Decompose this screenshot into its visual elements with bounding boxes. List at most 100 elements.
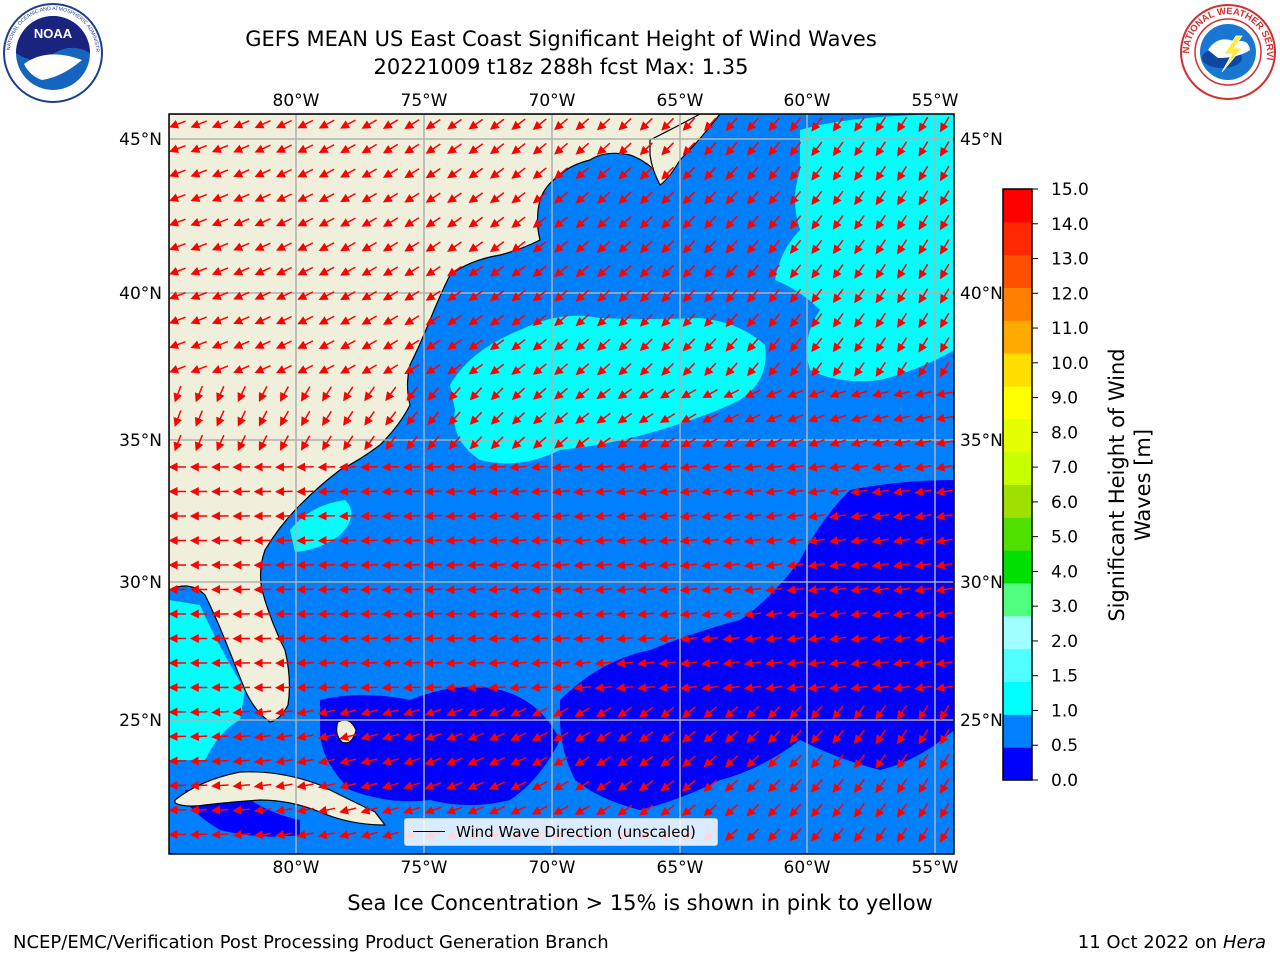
- wind-wave-arrow: [789, 754, 802, 769]
- wind-wave-arrow: [553, 707, 569, 717]
- wind-wave-arrow: [768, 166, 781, 181]
- wind-wave-arrow: [764, 683, 783, 693]
- wind-wave-arrow: [322, 435, 332, 451]
- wind-wave-arrow: [914, 658, 932, 668]
- lon-tick-bottom: 60°W: [784, 858, 831, 878]
- wind-wave-arrow: [914, 487, 932, 497]
- lat-tick-left: 30°N: [119, 573, 162, 593]
- wind-wave-arrow: [594, 634, 613, 644]
- wind-wave-arrow: [317, 830, 336, 840]
- wind-wave-arrow: [704, 338, 717, 352]
- wind-wave-arrow: [573, 560, 591, 570]
- wind-wave-arrow: [786, 634, 804, 644]
- lon-tick-bottom: 75°W: [401, 858, 448, 878]
- wind-wave-arrow: [318, 217, 335, 227]
- wind-wave-arrow: [828, 658, 847, 668]
- wind-wave-arrow: [807, 536, 826, 546]
- wind-wave-arrow: [532, 118, 547, 130]
- wind-wave-arrow: [871, 462, 889, 472]
- wind-wave-arrow: [254, 193, 271, 202]
- wind-wave-arrow: [511, 290, 526, 302]
- wind-wave-arrow: [789, 141, 802, 156]
- wind-wave-arrow: [724, 754, 739, 768]
- wind-wave-arrow: [875, 803, 887, 818]
- wind-wave-arrow: [660, 730, 675, 743]
- wind-wave-arrow: [892, 609, 911, 619]
- wind-wave-arrow: [810, 754, 823, 769]
- colorbar: 15.0 14.0 13.0 12.0 11.0 10.0 9.0 8.0 7.0 6.0 5.0 4…: [1002, 180, 1089, 791]
- wind-wave-arrow: [892, 389, 911, 398]
- wind-wave-arrow: [832, 803, 844, 818]
- wind-wave-arrow: [424, 683, 442, 693]
- wind-wave-arrow: [553, 780, 569, 791]
- wind-wave-arrow: [445, 683, 463, 693]
- wind-wave-arrow: [914, 511, 932, 521]
- wind-wave-arrow: [875, 827, 887, 843]
- wind-wave-arrow: [551, 462, 570, 472]
- colorbar-tick-label: 14.0: [1051, 215, 1089, 235]
- wind-wave-arrow: [702, 413, 718, 423]
- wind-wave-arrow: [532, 314, 547, 326]
- wind-wave-arrow: [360, 585, 378, 595]
- wind-wave-arrow: [594, 536, 613, 546]
- wind-wave-arrow: [530, 511, 549, 521]
- wind-wave-arrow: [427, 411, 440, 426]
- wind-wave-arrow: [339, 830, 357, 839]
- sea-ice-footnote: Sea Ice Concentration > 15% is shown in …: [347, 891, 933, 915]
- wind-wave-arrow: [637, 683, 655, 693]
- lat-tick-right: 45°N: [960, 130, 1003, 150]
- wind-wave-arrow: [594, 585, 613, 595]
- wind-wave-arrow: [807, 683, 826, 693]
- wind-wave-arrow: [297, 168, 314, 178]
- wind-wave-arrow: [232, 830, 250, 840]
- wind-wave-arrow: [275, 168, 293, 178]
- wind-wave-arrow: [338, 462, 357, 472]
- wind-wave-arrow: [317, 462, 336, 472]
- wind-wave-arrow: [360, 536, 378, 546]
- wind-wave-arrow: [424, 781, 442, 790]
- noaa-logo: NOAA NATIONAL OCEANIC AND ATMOSPHERIC AD…: [2, 2, 103, 103]
- wind-wave-arrow: [554, 363, 569, 376]
- wind-wave-arrow: [466, 609, 485, 619]
- wind-wave-arrow: [575, 216, 590, 229]
- wind-wave-arrow: [638, 755, 654, 767]
- wind-wave-arrow: [468, 339, 484, 351]
- wind-wave-arrow: [381, 560, 400, 570]
- wind-wave-arrow: [850, 585, 868, 595]
- wind-wave-arrow: [360, 511, 378, 521]
- wind-wave-arrow: [489, 143, 505, 155]
- wind-wave-arrow: [722, 511, 740, 521]
- wind-wave-arrow: [596, 437, 611, 449]
- wind-wave-arrow: [638, 731, 654, 743]
- wind-wave-arrow: [233, 291, 250, 300]
- wind-wave-arrow: [361, 217, 377, 227]
- wind-wave-arrow: [232, 732, 250, 742]
- wind-wave-arrow: [661, 215, 675, 229]
- wind-wave-arrow: [402, 683, 421, 693]
- wind-wave-arrow: [340, 119, 356, 129]
- wind-wave-arrow: [446, 781, 463, 790]
- wind-wave-arrow: [532, 412, 547, 425]
- wind-wave-arrow: [424, 511, 442, 521]
- wind-wave-arrow: [574, 707, 590, 717]
- wind-wave-arrow: [253, 830, 272, 840]
- lat-tick-right: 25°N: [960, 711, 1003, 731]
- wave-height-zone-1.0-1.5: [450, 315, 766, 464]
- wind-wave-arrow: [360, 609, 378, 619]
- wind-wave-arrow: [381, 732, 399, 741]
- wind-wave-arrow: [575, 240, 590, 253]
- wind-wave-arrow: [382, 290, 399, 301]
- wind-wave-arrow: [467, 781, 484, 790]
- wind-wave-arrow: [914, 462, 932, 472]
- wind-wave-arrow: [850, 462, 868, 472]
- colorbar-segment: [1003, 189, 1032, 223]
- wind-wave-arrow: [743, 609, 762, 619]
- wind-wave-arrow: [871, 413, 889, 423]
- wind-wave-arrow: [381, 805, 399, 815]
- wind-wave-arrow: [554, 216, 569, 229]
- wind-wave-arrow: [939, 116, 950, 133]
- wind-wave-arrow: [425, 118, 441, 130]
- wind-wave-arrow: [318, 315, 335, 325]
- colorbar-segment: [1003, 353, 1032, 387]
- wind-wave-arrow: [532, 265, 547, 277]
